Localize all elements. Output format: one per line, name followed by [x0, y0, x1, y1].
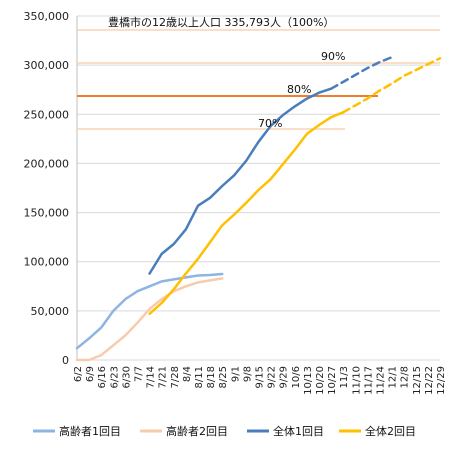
x-tick-label: 11/17 [363, 366, 374, 395]
y-tick-label: 200,000 [24, 157, 70, 170]
x-tick-label: 8/18 [206, 366, 217, 388]
legend-label: 全体2回目 [365, 424, 416, 438]
y-tick-label: 350,000 [24, 10, 70, 23]
y-tick-label: 100,000 [24, 256, 70, 269]
series-line [148, 87, 333, 275]
x-tick-label: 11/24 [376, 366, 387, 395]
x-tick-label: 6/23 [109, 366, 120, 388]
legend-label: 高齢者1回目 [59, 424, 121, 438]
x-tick-label: 9/29 [279, 366, 290, 388]
x-tick-label: 7/14 [146, 366, 157, 388]
x-axis-ticks: 6/2 6/9 6/16 6/23 6/30 7/7 7/14 7/21 7/28 8/4 8/11… [73, 366, 447, 395]
x-tick-label: 6/9 [85, 366, 96, 382]
x-tick-label: 12/22 [424, 366, 435, 395]
x-tick-label: 11/10 [351, 366, 362, 395]
x-tick-label: 12/15 [412, 366, 423, 395]
y-tick-label: 50,000 [31, 305, 70, 318]
x-tick-label: 11/3 [339, 366, 350, 388]
series-line [75, 277, 224, 362]
x-tick-label: 6/30 [121, 366, 132, 388]
x-tick-label: 7/28 [170, 366, 181, 388]
y-tick-label: 300,000 [24, 59, 70, 72]
y-tick-label: 250,000 [24, 108, 70, 121]
reference-labels: 90% 80% 70% [258, 50, 345, 130]
reference-lines [77, 29, 440, 130]
y-tick-label: 0 [62, 354, 69, 367]
reference-label: 90% [321, 50, 345, 63]
series-line [329, 56, 393, 90]
x-tick-label: 6/16 [97, 366, 108, 388]
legend-label: 高齢者2回目 [166, 424, 228, 438]
reference-label: 80% [287, 83, 311, 96]
x-tick-label: 10/20 [315, 366, 326, 395]
x-tick-label: 6/2 [73, 366, 84, 382]
x-tick-label: 8/4 [182, 366, 193, 382]
x-tick-label: 10/27 [327, 366, 338, 395]
x-tick-label: 10/13 [303, 366, 314, 395]
x-tick-label: 8/11 [194, 366, 205, 388]
x-tick-label: 9/15 [255, 366, 266, 388]
x-tick-label: 9/8 [242, 366, 253, 382]
gridlines [76, 15, 440, 361]
reference-label: 70% [258, 117, 282, 130]
x-tick-label: 12/1 [388, 366, 399, 388]
series-line [148, 111, 345, 316]
x-tick-label: 10/6 [291, 366, 302, 388]
x-tick-label: 9/22 [267, 366, 278, 388]
x-tick-label: 12/29 [436, 366, 447, 395]
population-annotation: 豊橋市の12歳以上人口 335,793人（100%） [108, 15, 334, 29]
y-axis-ticks: 0 50,000 100,000 150,000 200,000 250,000 300,0… [24, 10, 70, 367]
x-tick-label: 8/25 [218, 366, 229, 388]
x-tick-label: 12/8 [400, 366, 411, 388]
y-tick-label: 150,000 [24, 207, 70, 220]
x-tick-label: 7/7 [134, 366, 145, 382]
legend-label: 全体1回目 [273, 424, 324, 438]
x-tick-label: 7/21 [158, 366, 169, 388]
series-line [75, 272, 224, 350]
legend: 高齢者1回目 高齢者2回目 全体1回目 全体2回目 [33, 424, 416, 438]
series-line [341, 57, 442, 114]
series-lines [75, 56, 442, 362]
x-tick-label: 9/1 [230, 366, 241, 382]
